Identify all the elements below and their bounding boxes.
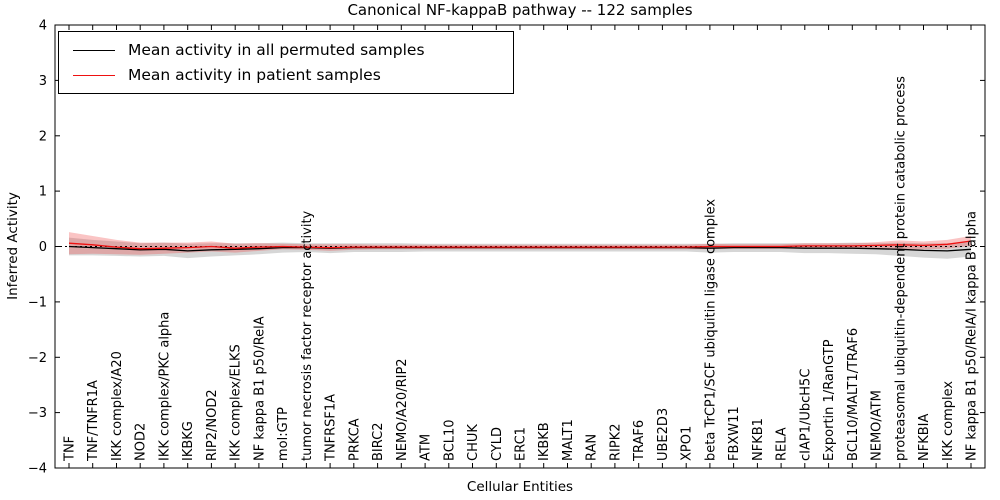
legend-label-patient: Mean activity in patient samples xyxy=(128,66,381,84)
x-tick-label: NF kappa B1 p50/RelA xyxy=(252,316,267,461)
x-tick-label: tumor necrosis factor receptor activity xyxy=(300,210,315,461)
x-tick-label: TNF xyxy=(63,436,78,462)
y-tick-label: −2 xyxy=(28,351,47,366)
legend-label-permuted: Mean activity in all permuted samples xyxy=(128,41,425,59)
chart-title: Canonical NF-kappaB pathway -- 122 sampl… xyxy=(347,1,693,19)
y-tick-label: 0 xyxy=(39,240,47,255)
x-tick-label: proteasomal ubiquitin-dependent protein … xyxy=(893,76,908,461)
x-tick-label: BCL10 xyxy=(442,419,457,461)
y-tick-label: −1 xyxy=(28,295,47,310)
x-tick-label: RIP2/NOD2 xyxy=(205,389,220,461)
x-axis-label: Cellular Entities xyxy=(466,479,574,495)
y-axis-label: Inferred Activity xyxy=(5,192,21,300)
x-tick-label: XPO1 xyxy=(680,426,695,461)
x-tick-label: TRAF6 xyxy=(632,420,647,462)
x-tick-label: TNF/TNFR1A xyxy=(86,380,101,462)
x-tick-label: beta TrCP1/SCF ubiquitin ligase complex xyxy=(703,199,718,461)
x-tick-label: FBXW11 xyxy=(727,406,742,461)
x-tick-label: ATM xyxy=(419,434,434,461)
legend-line-permuted xyxy=(73,49,115,51)
x-tick-label: NFKB1 xyxy=(751,418,766,461)
x-tick-label: TNFRSF1A xyxy=(324,394,339,462)
series-line-patient xyxy=(68,240,972,250)
x-tick-label: mol:GTP xyxy=(276,407,291,461)
x-tick-label: Exportin 1/RanGTP xyxy=(822,339,837,461)
x-tick-label: NF kappa B1 p50/RelA/I kappa B alpha xyxy=(965,211,980,461)
legend: Mean activity in all permuted samples Me… xyxy=(58,31,514,94)
x-tick-label: IKK complex/PKC alpha xyxy=(157,312,172,461)
x-tick-label: BCL10/MALT1/TRAF6 xyxy=(846,328,861,461)
x-tick-label: cIAP1/UbcH5C xyxy=(798,369,813,461)
y-tick-label: 1 xyxy=(39,185,47,200)
x-tick-label: NFKBIA xyxy=(917,414,932,461)
x-tick-label: NEMO/A20/RIP2 xyxy=(395,358,410,461)
x-tick-label: IKK complex xyxy=(941,381,956,461)
x-tick-label: IKK complex/ELKS xyxy=(229,344,244,461)
x-tick-label: RIPK2 xyxy=(608,423,623,461)
y-tick-label: 4 xyxy=(39,19,47,34)
series-band-patient xyxy=(69,232,971,255)
x-tick-label: IKBKB xyxy=(537,422,552,461)
x-tick-label: RAN xyxy=(585,434,600,461)
x-tick-label: PRKCA xyxy=(347,418,362,461)
x-tick-label: NEMO/ATM xyxy=(870,390,885,461)
legend-item-patient: Mean activity in patient samples xyxy=(73,66,499,84)
x-tick-label: CYLD xyxy=(490,427,505,461)
y-tick-label: −3 xyxy=(28,406,47,421)
y-tick-label: −4 xyxy=(28,462,47,477)
legend-line-patient xyxy=(73,74,115,76)
x-tick-label: UBE2D3 xyxy=(656,408,671,461)
x-tick-label: IKBKG xyxy=(181,421,196,461)
y-tick-label: 3 xyxy=(39,74,47,89)
legend-item-permuted: Mean activity in all permuted samples xyxy=(73,41,499,59)
y-tick-label: 2 xyxy=(39,129,47,144)
x-tick-label: RELA xyxy=(775,427,790,461)
x-tick-label: ERC1 xyxy=(514,427,529,461)
x-tick-label: BIRC2 xyxy=(371,423,386,462)
x-tick-label: MALT1 xyxy=(561,419,576,461)
x-tick-label: NOD2 xyxy=(134,423,149,461)
x-tick-label: IKK complex/A20 xyxy=(110,351,125,461)
x-tick-label: CHUK xyxy=(466,424,481,461)
